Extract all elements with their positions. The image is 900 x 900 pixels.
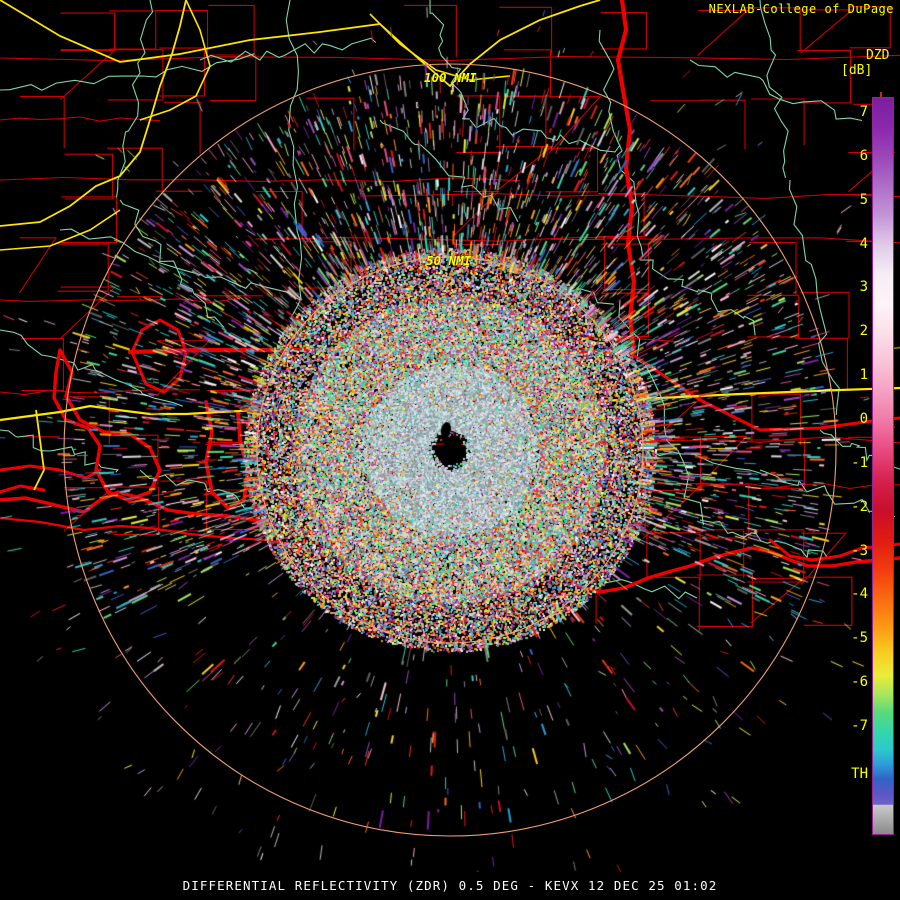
colorbar-tick-6: 6 [859, 147, 868, 164]
colorbar-tick-5: 5 [859, 191, 868, 208]
colorbar-tick-4: 4 [859, 235, 868, 252]
colorbar-tick-3: 3 [859, 279, 868, 296]
colorbar-unit-label: [dB] [841, 63, 873, 78]
colorbar-tick-1: 1 [859, 367, 868, 384]
colorbar-tick-minus5: -5 [851, 630, 868, 647]
colorbar-panel: DZD [dB] 7 6 5 4 3 2 1 0 -1 -2 -3 -4 -5 -6 -7 TH [830, 40, 900, 835]
colorbar-top-marker [880, 92, 882, 99]
caption-bar: DIFFERENTIAL REFLECTIVITY (ZDR) 0.5 DEG … [0, 872, 900, 900]
colorbar-tick-minus7: -7 [851, 718, 868, 734]
colorbar-tick-0: 0 [859, 411, 868, 427]
product-caption: DIFFERENTIAL REFLECTIVITY (ZDR) 0.5 DEG … [182, 878, 718, 893]
range-ring-label-50nmi: 50 NMI [426, 253, 472, 268]
colorbar-tick-minus1: -1 [851, 454, 868, 471]
radar-map-canvas[interactable]: 100 NMI 50 NMI NEXLAB-College of DuPage … [0, 0, 900, 872]
colorbar-title: DZD [866, 48, 890, 63]
colorbar-tick-minus4: -4 [851, 586, 868, 603]
colorbar-gradient-fill [873, 98, 893, 834]
colorbar-tick-minus2: -2 [851, 498, 868, 515]
colorbar-tick-2: 2 [859, 323, 868, 340]
range-ring-label-100nmi: 100 NMI [424, 70, 477, 85]
provider-credit: NEXLAB-College of DuPage [708, 2, 894, 16]
range-ring-100nmi [63, 63, 837, 837]
colorbar-tick-minus3: -3 [851, 542, 868, 559]
range-ring-50nmi [256, 256, 644, 644]
colorbar-tick-minus6: -6 [851, 674, 868, 691]
colorbar-gradient-bar [872, 97, 894, 835]
radar-echo-layer [0, 0, 900, 872]
colorbar-tick-7: 7 [859, 104, 868, 120]
colorbar-threshold-label: TH [851, 766, 868, 782]
range-ring-layer [63, 63, 837, 837]
